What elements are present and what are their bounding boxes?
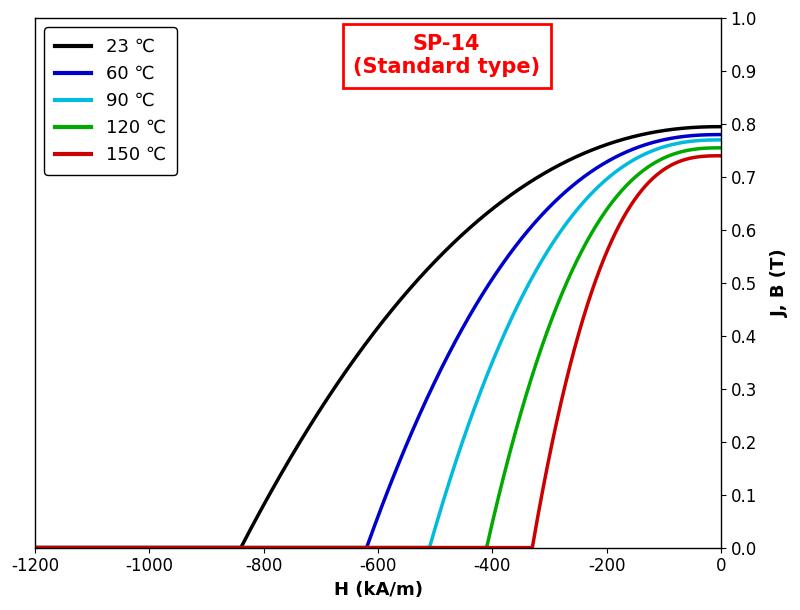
Line: 60 ℃: 60 ℃ xyxy=(35,135,721,548)
120 ℃ xyxy=(716,144,726,151)
60 ℃ xyxy=(30,544,40,551)
150 ℃ xyxy=(323,544,333,551)
120 ℃ xyxy=(109,544,118,551)
120 ℃ xyxy=(30,544,40,551)
60 ℃ xyxy=(109,544,118,551)
90 ℃ xyxy=(629,156,638,163)
120 ℃ xyxy=(702,145,712,152)
Text: SP-14
(Standard type): SP-14 (Standard type) xyxy=(353,34,540,77)
23 ℃ xyxy=(109,544,118,551)
Legend: 23 ℃, 60 ℃, 90 ℃, 120 ℃, 150 ℃: 23 ℃, 60 ℃, 90 ℃, 120 ℃, 150 ℃ xyxy=(44,27,177,175)
120 ℃ xyxy=(323,544,333,551)
90 ℃ xyxy=(294,544,303,551)
90 ℃ xyxy=(716,136,726,143)
X-axis label: H (kA/m): H (kA/m) xyxy=(334,581,422,599)
23 ℃ xyxy=(629,133,638,140)
60 ℃ xyxy=(150,544,159,551)
60 ℃ xyxy=(702,131,712,138)
120 ℃ xyxy=(150,544,159,551)
90 ℃ xyxy=(109,544,118,551)
90 ℃ xyxy=(150,544,159,551)
60 ℃ xyxy=(629,145,638,152)
90 ℃ xyxy=(323,544,333,551)
23 ℃ xyxy=(323,394,333,401)
Line: 150 ℃: 150 ℃ xyxy=(35,156,721,548)
150 ℃ xyxy=(150,544,159,551)
23 ℃ xyxy=(150,544,159,551)
150 ℃ xyxy=(294,544,303,551)
60 ℃ xyxy=(323,544,333,551)
150 ℃ xyxy=(109,544,118,551)
90 ℃ xyxy=(702,137,712,144)
Line: 120 ℃: 120 ℃ xyxy=(35,148,721,548)
23 ℃ xyxy=(30,544,40,551)
150 ℃ xyxy=(30,544,40,551)
Y-axis label: J, B (T): J, B (T) xyxy=(771,248,789,317)
60 ℃ xyxy=(716,131,726,138)
23 ℃ xyxy=(702,123,712,131)
150 ℃ xyxy=(702,152,712,160)
120 ℃ xyxy=(294,544,303,551)
Line: 90 ℃: 90 ℃ xyxy=(35,140,721,548)
60 ℃ xyxy=(294,544,303,551)
23 ℃ xyxy=(716,123,726,131)
120 ℃ xyxy=(629,175,638,182)
Line: 23 ℃: 23 ℃ xyxy=(35,127,721,548)
150 ℃ xyxy=(629,198,638,205)
150 ℃ xyxy=(716,152,726,159)
23 ℃ xyxy=(294,442,303,449)
90 ℃ xyxy=(30,544,40,551)
